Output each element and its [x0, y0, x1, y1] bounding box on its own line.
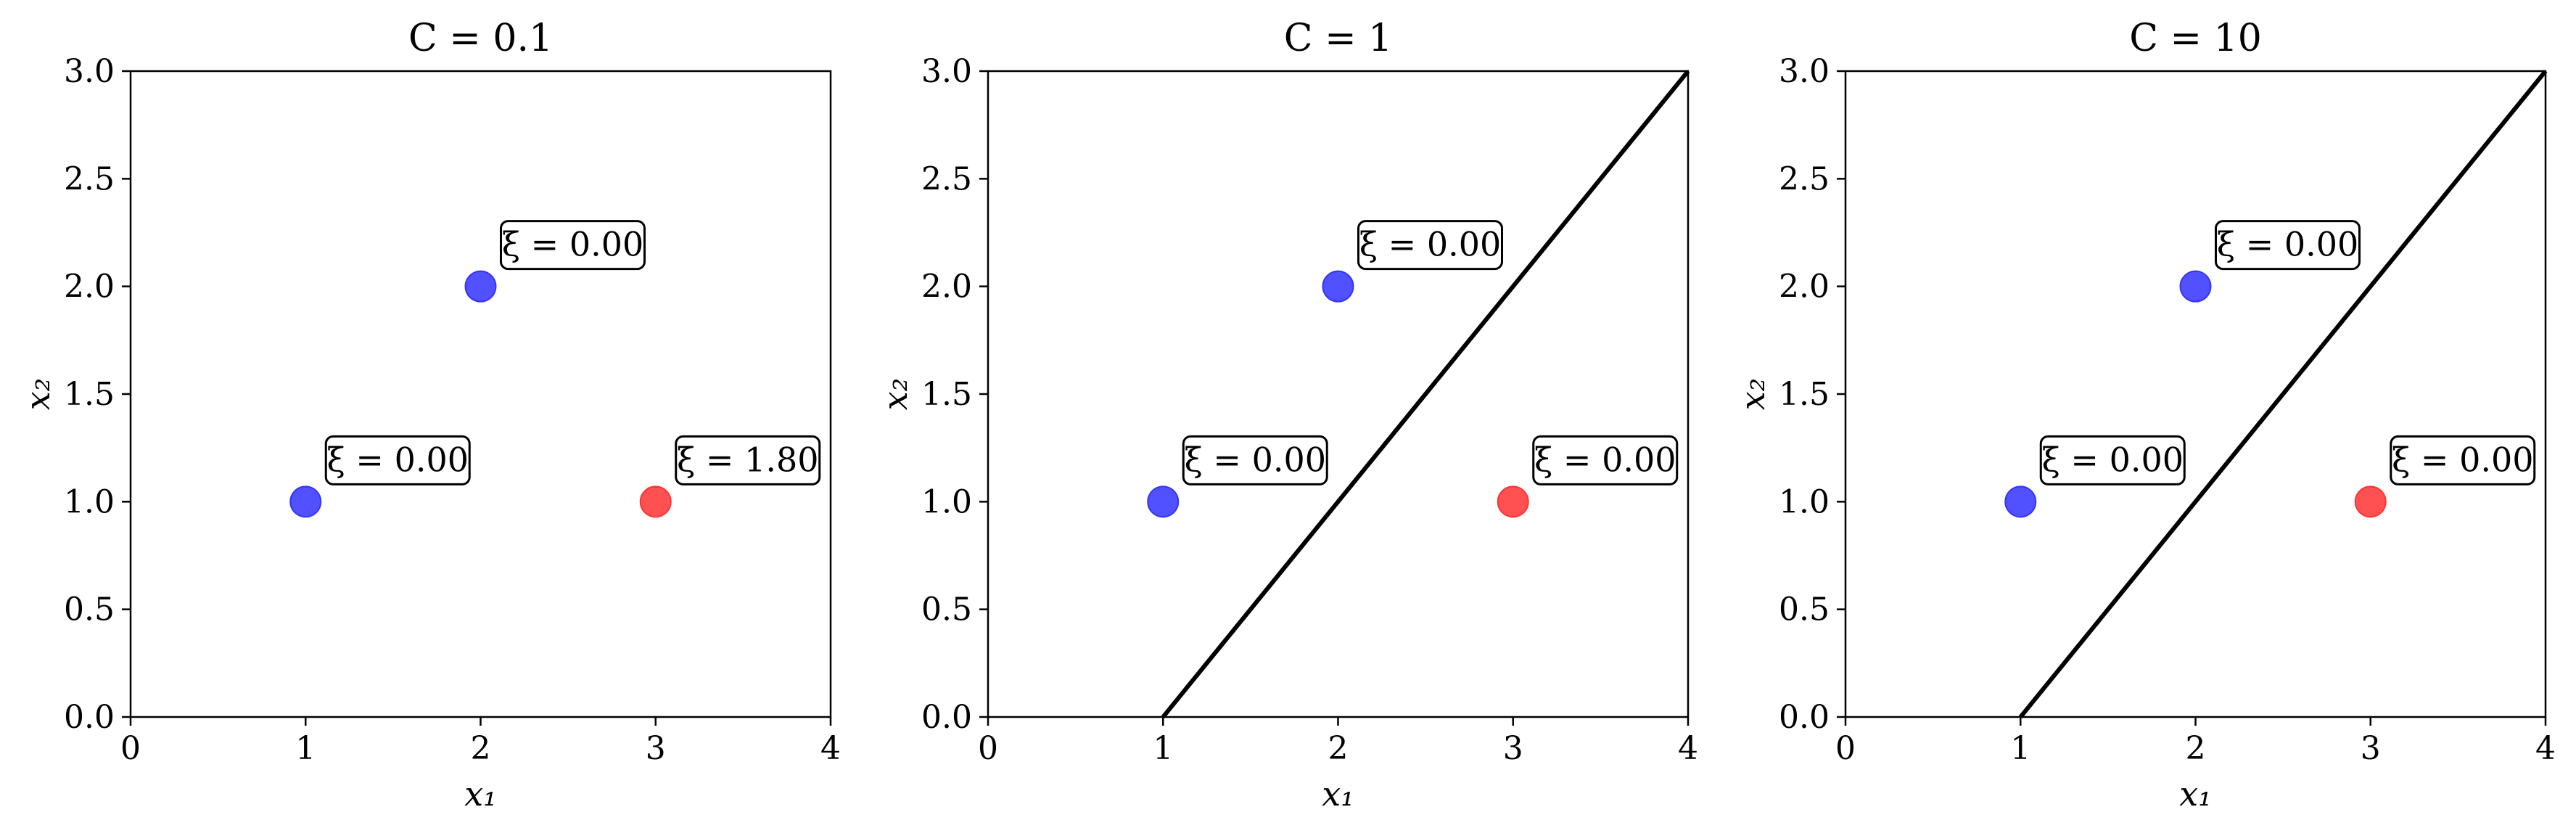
x-tick-label: 1: [1153, 730, 1173, 767]
x-tick-label: 3: [1503, 730, 1523, 767]
data-point: [289, 485, 322, 518]
annotation-box: [1532, 435, 1679, 485]
xi-annotation: ξ = 0.00: [500, 220, 646, 271]
annotation-label: ξ = 0.00: [1534, 440, 1676, 479]
y-tick-label: 2.0: [921, 269, 972, 306]
x-tick-label: 4: [820, 730, 841, 767]
data-point: [1497, 485, 1529, 518]
xi-annotation: ξ = 0.00: [2215, 220, 2361, 271]
y-tick-label: 1.0: [1779, 483, 1830, 520]
y-tick-label: 1.5: [1779, 376, 1830, 413]
decision-boundary-line: [1161, 70, 1690, 718]
x-tick-label: 2: [1328, 730, 1349, 767]
annotation-box: [324, 435, 471, 485]
data-point: [1147, 485, 1180, 518]
x-tick-label: 3: [2361, 730, 2381, 767]
subplot-2: C = 1 0 1 2 3 4 0.0 0.5 1.0 1.5 2.0 2.5 3.0 x₁ x₂ ξ = 0…: [876, 17, 1698, 814]
x-axis-label: x₁: [464, 774, 496, 814]
y-tick-label: 2.5: [921, 160, 972, 197]
y-tick-label: 0.0: [1779, 699, 1830, 736]
x-axis-label: x₁: [2179, 774, 2211, 814]
data-point: [639, 485, 672, 518]
x-tick-label: 1: [2010, 730, 2030, 767]
y-tick-label: 1.0: [921, 483, 972, 520]
y-tick-label: 0.5: [1779, 591, 1830, 628]
x-tick-label: 1: [295, 730, 316, 767]
annotation-label: ξ = 0.00: [502, 225, 644, 264]
x-tick-label: 2: [2186, 730, 2206, 767]
y-tick-label: 1.0: [64, 483, 115, 520]
y-tick-label: 2.5: [1779, 160, 1830, 197]
annotation-box: [675, 435, 821, 485]
x-tick-label: 0: [978, 730, 998, 767]
x-tick-label: 4: [1678, 730, 1698, 767]
xi-annotation: ξ = 0.00: [324, 435, 471, 485]
y-axis-label: x₂: [18, 378, 57, 410]
annotation-label: ξ = 0.00: [2217, 225, 2359, 264]
xi-annotation: ξ = 0.00: [2390, 435, 2536, 485]
x-tick-label: 2: [471, 730, 491, 767]
y-tick-label: 0.5: [921, 591, 972, 628]
annotation-box: [500, 220, 646, 271]
decision-boundary-line: [2018, 70, 2548, 718]
annotation-box: [2390, 435, 2536, 485]
xi-annotation: ξ = 0.00: [1532, 435, 1679, 485]
data-point: [2354, 485, 2387, 518]
axes-frame: [129, 70, 832, 718]
y-axis-label: x₂: [1733, 378, 1772, 410]
annotation-box: [1357, 220, 1503, 271]
y-tick-label: 0.5: [64, 591, 115, 628]
y-tick-label: 2.0: [1779, 269, 1830, 306]
annotation-box: [2215, 220, 2361, 271]
data-point: [2179, 270, 2212, 303]
annotation-label: ξ = 0.00: [1359, 225, 1502, 264]
y-tick-label: 3.0: [1779, 53, 1830, 90]
y-tick-label: 2.0: [64, 269, 115, 306]
annotation-label: ξ = 0.00: [2041, 440, 2184, 479]
y-tick-label: 1.5: [64, 376, 115, 413]
subplot-1: C = 0.1 0 1 2 3 4 0.0 0.5 1.0 1.5 2.0 2.5 3.0 x₁ x₂ ξ =…: [18, 17, 841, 814]
y-tick-label: 1.5: [921, 376, 972, 413]
data-point: [2004, 485, 2037, 518]
y-axis-label: x₂: [876, 378, 915, 410]
xi-annotation: ξ = 1.80: [675, 435, 821, 485]
x-tick-label: 4: [2535, 730, 2556, 767]
y-tick-label: 3.0: [921, 53, 972, 90]
annotation-label: ξ = 0.00: [326, 440, 469, 479]
y-tick-label: 2.5: [64, 160, 115, 197]
y-tick-label: 3.0: [64, 53, 115, 90]
y-tick-label: 0.0: [921, 699, 972, 736]
xi-annotation: ξ = 0.00: [2039, 435, 2186, 485]
subplot-3: C = 10 0 1 2 3 4 0.0 0.5 1.0 1.5 2.0 2.5 3.0 x₁ x₂ ξ = …: [1733, 17, 2556, 814]
annotation-label: ξ = 1.80: [677, 440, 819, 479]
x-tick-label: 3: [646, 730, 666, 767]
x-tick-label: 0: [120, 730, 141, 767]
xi-annotation: ξ = 0.00: [1357, 220, 1503, 271]
x-axis-label: x₁: [1322, 774, 1354, 814]
data-point: [464, 270, 497, 303]
x-tick-label: 0: [1835, 730, 1856, 767]
chart-title: C = 0.1: [408, 17, 553, 60]
xi-annotation: ξ = 0.00: [1182, 435, 1328, 485]
y-tick-label: 0.0: [64, 699, 115, 736]
annotation-label: ξ = 0.00: [2392, 440, 2534, 479]
data-point: [1322, 270, 1354, 303]
axes-frame: [1844, 70, 2547, 718]
annotation-box: [2039, 435, 2186, 485]
axes-frame: [987, 70, 1690, 718]
chart-title: C = 10: [2129, 17, 2262, 60]
chart-title: C = 1: [1284, 17, 1393, 60]
annotation-box: [1182, 435, 1328, 485]
annotation-label: ξ = 0.00: [1184, 440, 1326, 479]
